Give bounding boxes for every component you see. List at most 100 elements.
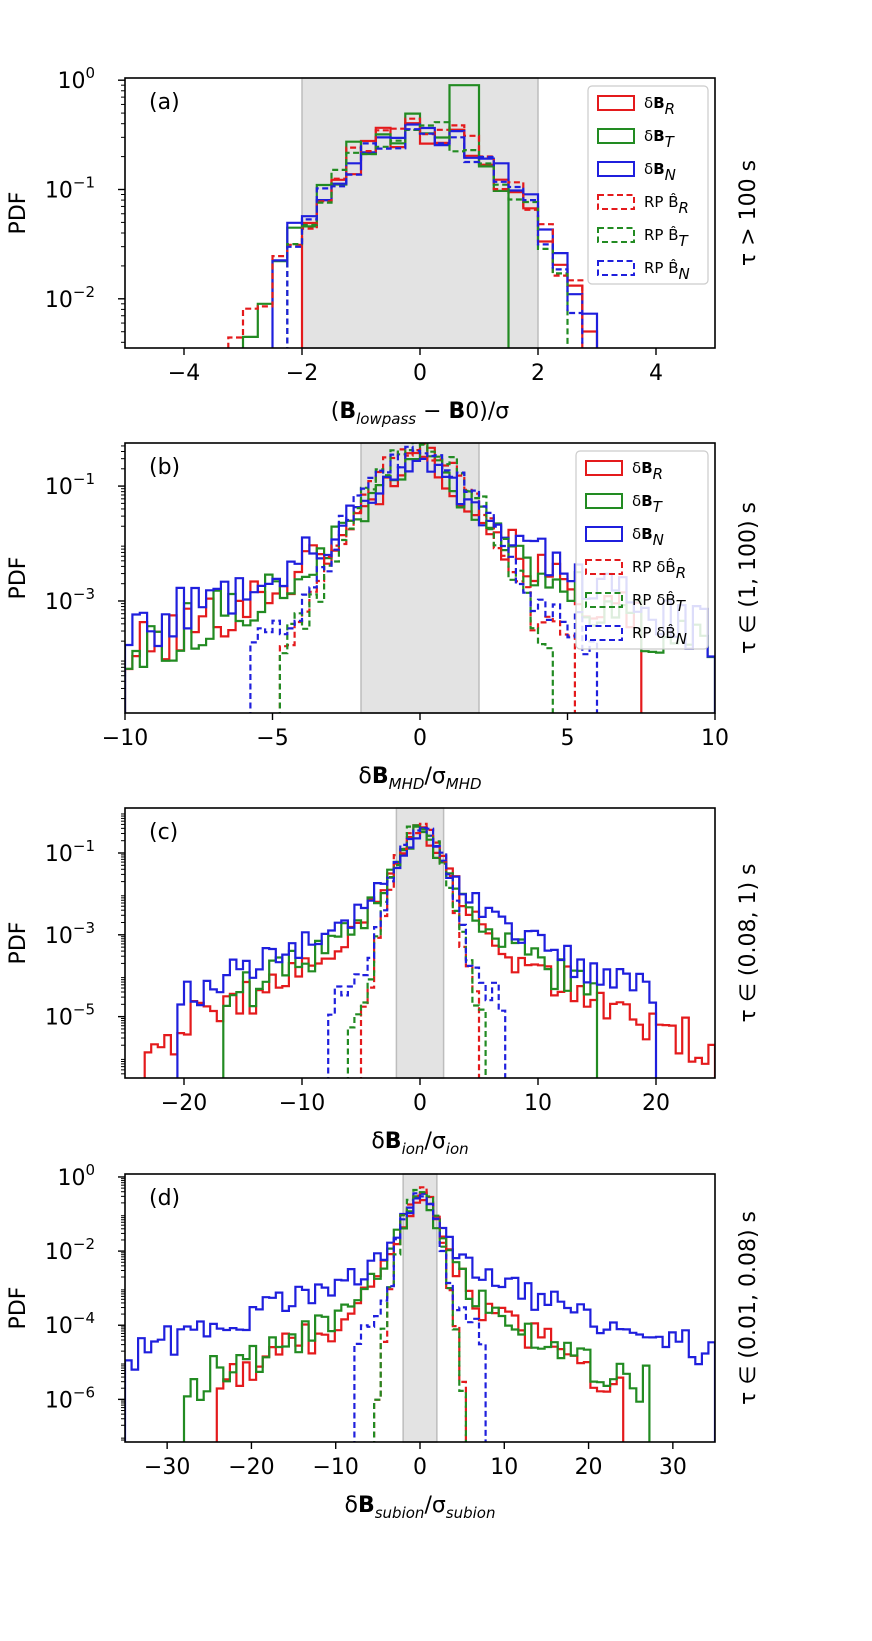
- legend-swatch-N: [585, 526, 623, 542]
- x-tick-label: 20: [575, 1455, 603, 1480]
- y-tick-base: 10: [45, 288, 73, 313]
- label-part: B: [653, 160, 664, 178]
- y-tick-exponent: −1: [73, 173, 95, 191]
- panel-label: (a): [149, 90, 180, 115]
- y-tick-label: 10−1: [45, 173, 95, 203]
- legend-label: δBN: [644, 160, 676, 184]
- y-tick-base: 10: [45, 475, 73, 500]
- series-N-solid: [271, 123, 599, 348]
- x-tick-label: 5: [561, 726, 575, 751]
- label-part: (: [331, 399, 340, 424]
- legend-swatch-T: [585, 493, 623, 509]
- x-tick-label: 20: [642, 1091, 670, 1116]
- legend-swatch-N: [585, 625, 623, 641]
- x-axis-label: (Blowpass − B0)/σ: [331, 399, 510, 428]
- y-tick-base: 10: [45, 1314, 73, 1339]
- label-subscript: ion: [446, 1140, 469, 1158]
- label-subscript: N: [679, 265, 690, 283]
- y-tick-label: 10−1: [45, 470, 95, 500]
- label-subscript: subion: [375, 1504, 425, 1522]
- y-tick-label: 10−5: [45, 1001, 95, 1031]
- legend-label: RP δB̂N: [632, 623, 687, 648]
- series-R-dashed: [278, 443, 576, 713]
- label-part: B: [641, 525, 652, 543]
- x-tick-label: 0: [413, 361, 427, 386]
- legend-swatch-N: [597, 161, 635, 177]
- label-part: RP B̂: [644, 192, 679, 211]
- series-group: [143, 822, 715, 1078]
- label-part: RP B̂: [644, 258, 679, 277]
- y-tick-label: 10−2: [45, 1235, 95, 1265]
- legend-box: [575, 450, 709, 650]
- label-part: RP δB̂: [632, 590, 676, 609]
- legend-label: δBR: [644, 94, 675, 118]
- y-tick-exponent: −3: [73, 919, 95, 937]
- panel-label: (b): [149, 455, 180, 480]
- label-part: /σ: [424, 1493, 445, 1518]
- x-tick-label: −10: [102, 726, 148, 751]
- legend-swatch-R: [597, 194, 635, 210]
- label-part: B: [358, 1493, 375, 1518]
- label-subscript: R: [653, 465, 663, 483]
- label-subscript: MHD: [446, 775, 482, 793]
- y-tick-exponent: 0: [85, 1161, 95, 1179]
- label-part: −: [416, 399, 448, 424]
- series-group: [227, 84, 599, 348]
- label-subscript: subion: [446, 1504, 496, 1522]
- label-part: δ: [371, 1129, 384, 1154]
- legend-label: δBR: [632, 459, 663, 483]
- label-part: /σ: [424, 764, 445, 789]
- x-tick-label: −20: [228, 1455, 274, 1480]
- label-part: B: [449, 399, 466, 424]
- legend-swatch-R: [585, 460, 623, 476]
- y-tick-base: 10: [45, 1240, 73, 1265]
- y-tick-label: 10−3: [45, 585, 95, 615]
- x-tick-label: −10: [312, 1455, 358, 1480]
- y-tick-label: 10−4: [45, 1309, 95, 1339]
- shaded-region: [360, 442, 480, 714]
- x-tick-label: −2: [286, 361, 318, 386]
- label-subscript: R: [676, 564, 686, 582]
- label-part: RP δB̂: [632, 623, 676, 642]
- x-tick-label: 0: [413, 1455, 427, 1480]
- x-axis-label: δBsubion/σsubion: [344, 1493, 495, 1522]
- x-axis-label: δBMHD/σMHD: [358, 764, 481, 793]
- label-subscript: R: [679, 199, 689, 217]
- label-part: δ: [344, 1493, 357, 1518]
- y-tick-base: 10: [45, 924, 73, 949]
- label-subscript: T: [665, 133, 676, 151]
- legend-swatch-T: [597, 128, 635, 144]
- right-label: τ > 100 s: [736, 160, 761, 266]
- label-subscript: N: [665, 166, 676, 184]
- x-tick-label: 2: [531, 361, 545, 386]
- x-tick-label: 0: [413, 1091, 427, 1116]
- label-part: B: [641, 492, 652, 510]
- x-axis-label: δBion/σion: [371, 1129, 468, 1158]
- y-tick-label: 100: [57, 1161, 95, 1191]
- y-tick-exponent: −3: [73, 585, 95, 603]
- y-tick-exponent: −4: [73, 1309, 95, 1327]
- y-tick-base: 10: [45, 590, 73, 615]
- y-tick-exponent: −5: [73, 1001, 95, 1019]
- legend-label: RP δB̂R: [632, 557, 686, 582]
- right-label: τ ∈ (0.08, 1) s: [736, 864, 761, 1023]
- label-subscript: N: [676, 630, 687, 648]
- series-N-dashed: [353, 1192, 487, 1442]
- label-subscript: R: [665, 100, 675, 118]
- y-tick-label: 10−2: [45, 283, 95, 313]
- y-tick-base: 10: [57, 69, 85, 94]
- x-tick-label: −30: [144, 1455, 190, 1480]
- label-part: 0)/σ: [465, 399, 509, 424]
- series-T-dashed: [278, 443, 554, 713]
- legend-swatch-R: [585, 559, 623, 575]
- label-part: B: [641, 459, 652, 477]
- label-part: B: [385, 1129, 402, 1154]
- label-part: δ: [632, 525, 641, 543]
